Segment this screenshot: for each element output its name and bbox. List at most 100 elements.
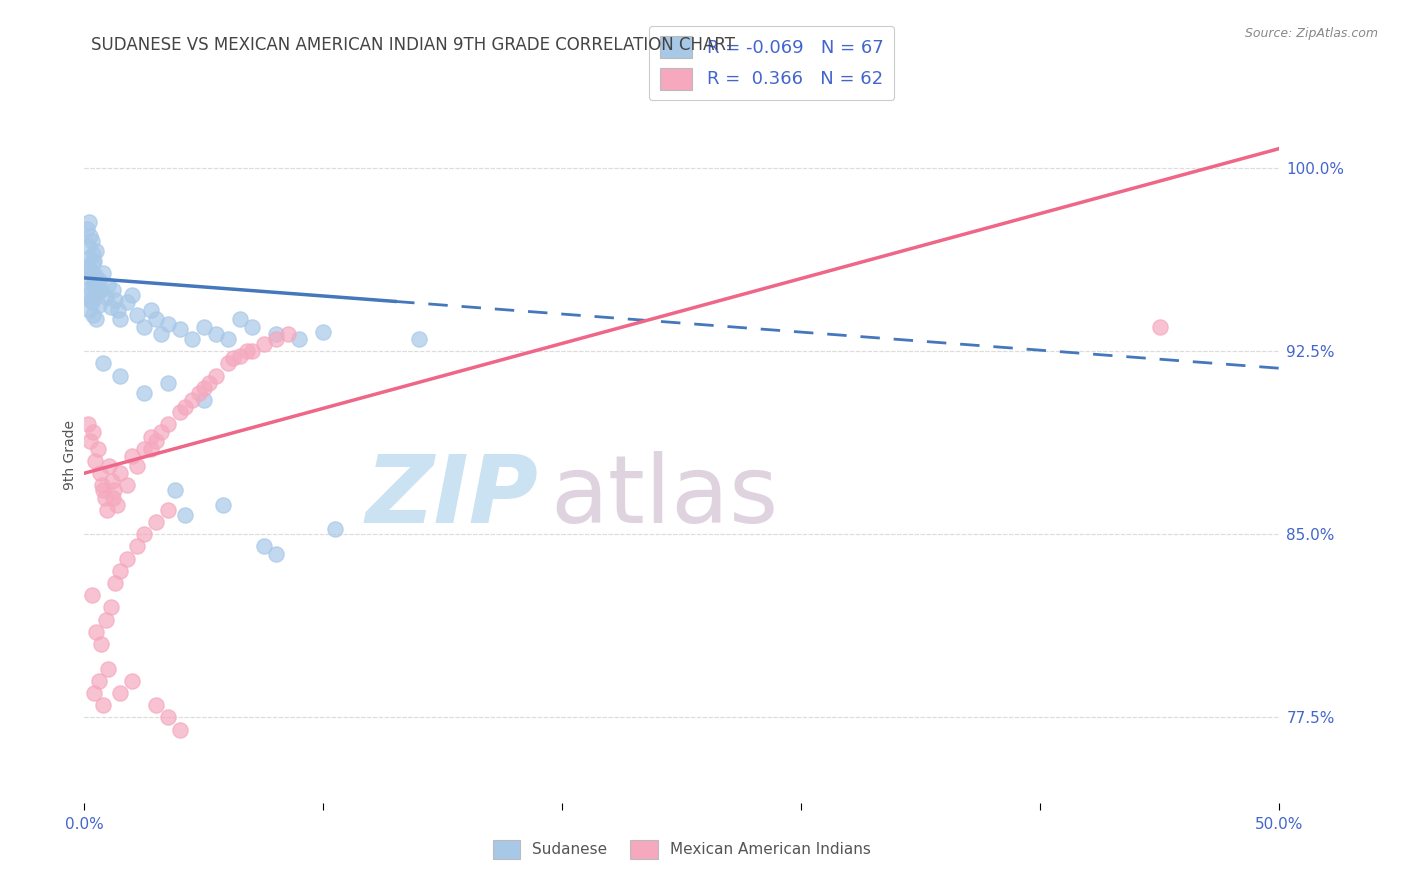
Point [97,278,120,293]
Point [87,273,110,287]
Point [77,215,100,229]
Point [80,295,103,310]
Point [84,268,107,283]
Point [121,673,143,688]
Point [125,458,148,473]
Point [193,319,215,334]
Point [157,318,180,332]
Point [77,417,100,432]
Point [103,483,125,498]
Point [83,686,105,700]
Point [240,344,263,359]
Point [79,271,101,285]
Point [121,288,143,302]
Point [173,508,195,522]
Point [229,349,252,363]
Point [132,527,156,541]
Point [240,319,263,334]
Point [205,368,228,383]
Point [132,385,156,400]
Point [76,222,98,236]
Point [100,300,122,314]
Point [84,454,107,468]
Point [77,263,100,277]
Point [193,392,215,407]
Point [79,281,101,295]
Point [173,401,195,415]
Point [1149,319,1171,334]
Point [149,425,172,439]
Point [97,661,120,675]
Point [86,244,108,258]
Point [141,442,163,456]
Point [98,458,121,473]
Point [157,376,180,390]
Point [229,312,252,326]
Point [145,698,167,713]
Point [87,673,110,688]
Point [77,302,100,317]
Point [94,290,117,304]
Y-axis label: 9th Grade: 9th Grade [63,420,77,490]
Point [96,503,118,517]
Legend: Sudanese, Mexican American Indians: Sudanese, Mexican American Indians [486,834,877,864]
Point [141,429,163,443]
Point [408,332,430,346]
Point [181,332,204,346]
Point [82,278,104,293]
Point [86,442,108,456]
Point [125,308,148,322]
Point [157,417,180,432]
Point [86,283,108,297]
Point [105,498,128,512]
Point [104,576,127,591]
Point [79,229,101,244]
Point [117,551,139,566]
Point [80,588,103,602]
Point [312,325,335,339]
Point [93,698,115,713]
Point [91,478,114,492]
Point [89,467,111,481]
Point [86,624,108,639]
Point [169,322,191,336]
Point [110,686,132,700]
Point [169,405,191,419]
Point [181,392,204,407]
Point [145,434,167,449]
Point [132,442,156,456]
Point [188,385,211,400]
Point [217,356,239,370]
Point [80,293,103,307]
Point [264,332,287,346]
Point [75,259,97,273]
Point [169,723,191,737]
Point [221,351,243,366]
Point [110,564,132,578]
Point [253,336,276,351]
Point [83,276,105,290]
Point [107,302,129,317]
Point [117,295,139,310]
Point [82,256,104,270]
Point [86,285,108,300]
Point [264,547,287,561]
Point [82,308,104,322]
Point [141,302,163,317]
Point [288,332,311,346]
Point [77,239,100,253]
Point [325,522,347,536]
Point [101,491,124,505]
Text: atlas: atlas [551,450,779,542]
Point [82,425,104,439]
Point [90,283,112,297]
Point [101,474,124,488]
Point [110,467,132,481]
Point [149,327,172,342]
Point [277,327,299,342]
Point [104,293,127,307]
Point [157,710,180,724]
Point [212,498,235,512]
Point [84,312,107,326]
Point [236,344,259,359]
